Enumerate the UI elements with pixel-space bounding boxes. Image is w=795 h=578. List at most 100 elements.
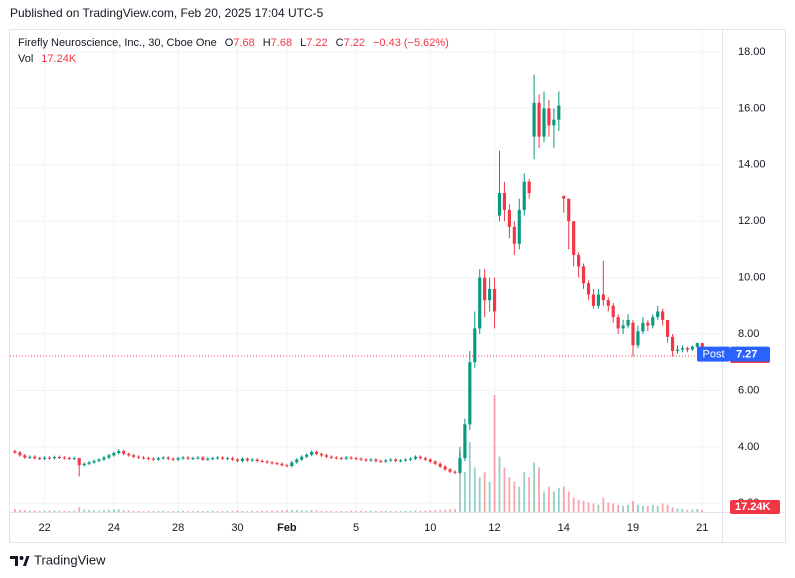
volume-bar [315, 510, 318, 512]
volume-bar [607, 502, 610, 512]
volume-bar [424, 510, 427, 512]
candle-body [606, 300, 610, 306]
volume-bar [43, 510, 46, 512]
volume-bar [93, 510, 95, 512]
candle-body [364, 459, 368, 461]
volume-bar [48, 510, 51, 512]
candle-body [670, 336, 675, 351]
candle-body [97, 459, 101, 461]
candle-body [295, 459, 299, 463]
volume-bar [513, 481, 516, 512]
ohlc-key: L [300, 37, 307, 49]
volume-bar [201, 511, 204, 512]
candle-body [661, 311, 665, 320]
volume-bar [142, 511, 145, 512]
volume-name: Vol [18, 53, 34, 65]
candle-body [641, 322, 645, 332]
volume-bar [503, 467, 506, 512]
candle-body [211, 458, 215, 460]
candle-body [300, 456, 304, 460]
candle-body [547, 108, 551, 126]
y-tick-label: 6.00 [738, 384, 759, 396]
y-tick-label: 10.00 [738, 272, 766, 284]
volume-bar [310, 510, 313, 512]
candle-body [458, 458, 462, 473]
volume-bar [582, 501, 585, 512]
volume-bar [696, 508, 699, 512]
candle-body [542, 108, 546, 137]
candle-body [621, 325, 625, 329]
candle-body [611, 305, 615, 318]
volume-bar [335, 510, 338, 512]
candle-body [433, 461, 437, 464]
candle-body [537, 102, 541, 137]
candle-body [596, 294, 600, 306]
candle-body [280, 463, 284, 466]
volume-bar [28, 510, 31, 512]
candle-body [112, 453, 116, 456]
x-tick-label: 22 [38, 522, 50, 534]
candle-body [626, 319, 630, 326]
volume-bar [488, 481, 491, 512]
volume-bar [167, 511, 170, 512]
candle-body [488, 288, 492, 301]
candle-body [117, 451, 121, 454]
volume-value: 17.24K [41, 53, 77, 65]
volume-bar [429, 510, 432, 512]
candle-body [384, 460, 388, 462]
candle-body [522, 181, 526, 210]
volume-bar [122, 510, 125, 512]
candle-body [23, 455, 27, 458]
symbol: Firefly Neuroscience, Inc., 30, Cboe One [18, 37, 217, 49]
volume-bar [409, 510, 412, 512]
candle-body [453, 471, 457, 473]
candle-body [314, 451, 319, 454]
volume-bar [374, 510, 377, 512]
volume-bar [23, 510, 26, 512]
candle-body [394, 459, 398, 461]
volume-bar [330, 511, 333, 512]
ohlc-key: H [262, 37, 271, 49]
volume-bar [473, 467, 476, 512]
volume-bar [127, 510, 130, 512]
candle-body [334, 457, 338, 459]
volume-bar [152, 510, 155, 512]
x-tick-label: 28 [172, 522, 184, 534]
post-price-tag [730, 346, 770, 362]
candle-body [567, 198, 571, 222]
volume-bar [256, 510, 259, 512]
volume-bar [389, 510, 392, 512]
candle-body [146, 458, 151, 460]
y-tick-label: 8.00 [738, 328, 759, 340]
volume-bar [370, 510, 372, 512]
volume-bar [38, 510, 41, 512]
volume-bar [671, 507, 674, 512]
volume-bar [271, 510, 273, 512]
candle-body [329, 456, 333, 458]
y-tick-label: 14.00 [738, 159, 766, 171]
volume-bar [325, 510, 328, 512]
volume-bar [103, 510, 105, 512]
post-tag [697, 346, 730, 362]
volume-bar [53, 510, 56, 512]
volume-bar [508, 477, 511, 512]
legend-row: Vol 17.24K [18, 51, 449, 67]
logo-mark [10, 556, 18, 566]
candle-body [290, 462, 294, 467]
volume-bar [285, 510, 288, 512]
candle-body [67, 458, 71, 460]
volume-bar [414, 510, 417, 512]
volume-bar [533, 462, 536, 512]
candle-body [379, 460, 383, 462]
ohlc-value: 7.68 [270, 37, 293, 49]
candle-body [354, 458, 358, 460]
logo-mark [19, 556, 24, 560]
volume-bar [538, 467, 540, 512]
volume-bar [651, 504, 654, 512]
volume-bar [18, 509, 21, 512]
candle-body [651, 317, 655, 326]
volume-bar [360, 510, 362, 512]
volume-bar [562, 486, 565, 512]
